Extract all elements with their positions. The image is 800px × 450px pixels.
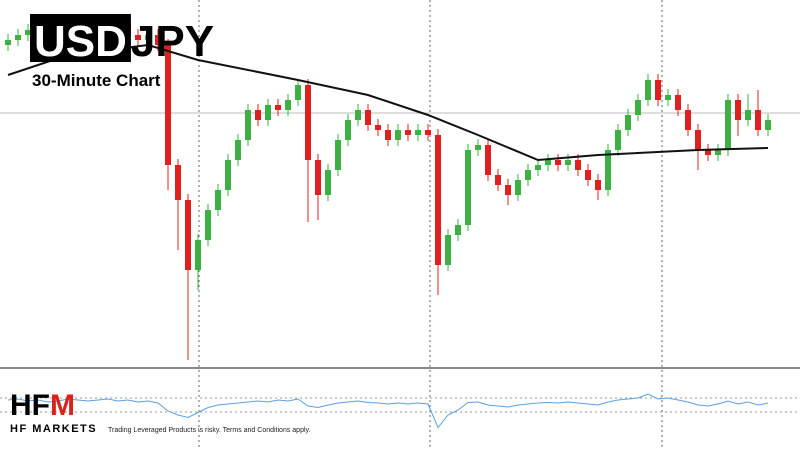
oscillator-line — [7, 393, 769, 429]
candle-body — [305, 85, 311, 160]
candle-body — [585, 170, 591, 180]
candle-body — [725, 100, 731, 150]
candle-body — [245, 110, 251, 140]
candle-body — [185, 200, 191, 270]
candle-body — [615, 130, 621, 150]
candle-body — [285, 100, 291, 110]
candle-body — [345, 120, 351, 140]
logo-m: M — [50, 389, 75, 422]
candle-body — [635, 100, 641, 115]
candle-body — [755, 110, 761, 130]
candle-body — [545, 160, 551, 165]
candle-body — [705, 150, 711, 155]
candle-body — [425, 130, 431, 135]
candle-body — [415, 130, 421, 135]
title-base: USD — [34, 17, 127, 66]
candle-body — [165, 45, 171, 165]
candle-body — [395, 130, 401, 140]
candle-body — [525, 170, 531, 180]
logo-hf: HF — [10, 389, 50, 422]
candle-body — [175, 165, 181, 200]
title: USD JPY — [30, 14, 214, 66]
candle-body — [355, 110, 361, 120]
candle-body — [455, 225, 461, 235]
title-quote: JPY — [131, 17, 214, 66]
candle-body — [485, 145, 491, 175]
candle-body — [445, 235, 451, 265]
price-panel — [0, 19, 800, 360]
candle-body — [135, 35, 141, 40]
brand-name: HF MARKETS — [10, 423, 97, 435]
moving-average — [7, 43, 769, 162]
candle-body — [575, 160, 581, 170]
candle-body — [765, 120, 771, 130]
candle-body — [255, 110, 261, 120]
candle-body — [385, 130, 391, 140]
candle-body — [715, 150, 721, 155]
candle-body — [215, 190, 221, 210]
candle-body — [505, 185, 511, 195]
candle-body — [515, 180, 521, 195]
candle-body — [685, 110, 691, 130]
candle-body — [205, 210, 211, 240]
candle-body — [565, 160, 571, 165]
candle-body — [335, 140, 341, 170]
candle-body — [625, 115, 631, 130]
candle-body — [475, 145, 481, 150]
title-box — [30, 14, 131, 62]
candle-body — [675, 95, 681, 110]
oscillator-panel — [0, 393, 800, 429]
candle-body — [535, 165, 541, 170]
subtitle: 30-Minute Chart — [32, 71, 161, 90]
candle-body — [735, 100, 741, 120]
candle-body — [365, 110, 371, 125]
candle-body — [495, 175, 501, 185]
candle-body — [265, 105, 271, 120]
candle-body — [665, 95, 671, 100]
candle-body — [315, 160, 321, 195]
candle-body — [555, 160, 561, 165]
candle-body — [595, 180, 601, 190]
logo-text: HFM — [10, 389, 75, 422]
candle-body — [465, 150, 471, 225]
candle-body — [235, 140, 241, 160]
candle-body — [15, 35, 21, 40]
candle-body — [405, 130, 411, 135]
brand: HFM HF MARKETS Trading Leveraged Product… — [10, 389, 311, 435]
disclaimer: Trading Leveraged Products is risky. Ter… — [108, 427, 311, 434]
candle-body — [275, 105, 281, 110]
candle-body — [295, 85, 301, 100]
candle-body — [695, 130, 701, 150]
candle-body — [145, 35, 151, 40]
candle-body — [605, 150, 611, 190]
candle-body — [375, 125, 381, 130]
candle-body — [325, 170, 331, 195]
candle-body — [435, 135, 441, 265]
candle-body — [655, 80, 661, 100]
candle-body — [155, 35, 161, 45]
candle-body — [645, 80, 651, 100]
candle-body — [225, 160, 231, 190]
candle-body — [25, 30, 31, 35]
candle-body — [745, 110, 751, 120]
candle-body — [195, 240, 201, 270]
candle-body — [5, 40, 11, 45]
